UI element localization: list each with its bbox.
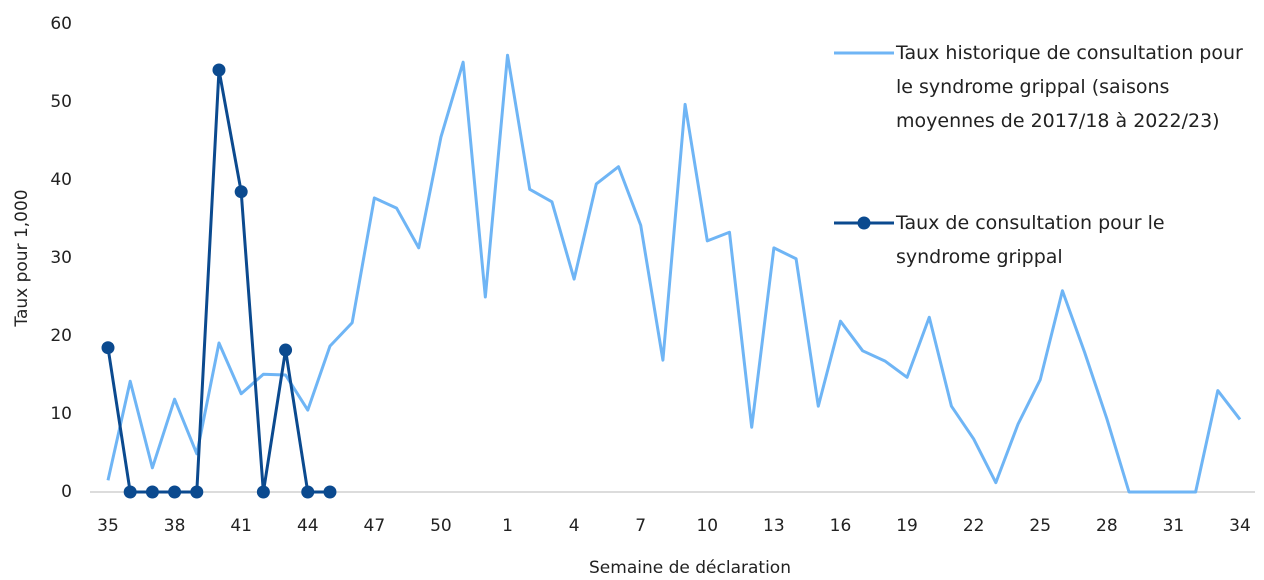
- series-marker: [212, 63, 226, 77]
- y-axis-title: Taux pour 1,000: [12, 189, 32, 327]
- x-tick-label: 13: [763, 516, 785, 536]
- series-marker: [123, 485, 137, 499]
- series-marker: [101, 341, 115, 355]
- legend-marker: [857, 216, 871, 230]
- y-tick-label: 50: [50, 92, 72, 112]
- x-tick-label: 28: [1096, 516, 1118, 536]
- x-tick-label: 35: [97, 516, 119, 536]
- x-axis-title: Semaine de déclaration: [589, 558, 791, 578]
- x-tick-label: 41: [230, 516, 252, 536]
- x-tick-label: 44: [297, 516, 319, 536]
- x-tick-label: 19: [896, 516, 918, 536]
- series-marker: [301, 485, 315, 499]
- x-tick-label: 25: [1029, 516, 1051, 536]
- x-tick-label: 7: [635, 516, 646, 536]
- x-tick-label: 38: [164, 516, 186, 536]
- series-marker: [279, 343, 293, 357]
- x-tick-label: 34: [1229, 516, 1251, 536]
- legend-label: Taux de consultation pour le syndrome gr…: [896, 212, 1165, 268]
- legend-entry: Taux historique de consultation pour le …: [832, 36, 1256, 138]
- series-marker: [323, 485, 337, 499]
- series-marker: [190, 485, 204, 499]
- series-marker: [256, 485, 270, 499]
- legend-label: Taux historique de consultation pour le …: [896, 42, 1243, 132]
- x-tick-label: 31: [1163, 516, 1185, 536]
- legend-entry: Taux de consultation pour le syndrome gr…: [832, 206, 1256, 274]
- series-line: [106, 53, 1242, 494]
- x-tick-label: 22: [963, 516, 985, 536]
- series-marker: [145, 485, 159, 499]
- series-marker: [234, 185, 248, 199]
- y-tick-label: 30: [50, 248, 72, 268]
- y-tick-label: 20: [50, 326, 72, 346]
- x-tick-label: 47: [364, 516, 386, 536]
- y-tick-label: 0: [61, 482, 72, 502]
- x-tick-label: 50: [430, 516, 452, 536]
- x-tick-label: 1: [502, 516, 513, 536]
- y-tick-label: 60: [50, 14, 72, 34]
- y-tick-label: 40: [50, 170, 72, 190]
- series-marker: [168, 485, 182, 499]
- x-tick-label: 10: [696, 516, 718, 536]
- x-tick-label: 16: [830, 516, 852, 536]
- x-tick-label: 4: [569, 516, 580, 536]
- legend-swatch: [834, 51, 894, 55]
- legend-swatch: [834, 216, 894, 230]
- y-tick-label: 10: [50, 404, 72, 424]
